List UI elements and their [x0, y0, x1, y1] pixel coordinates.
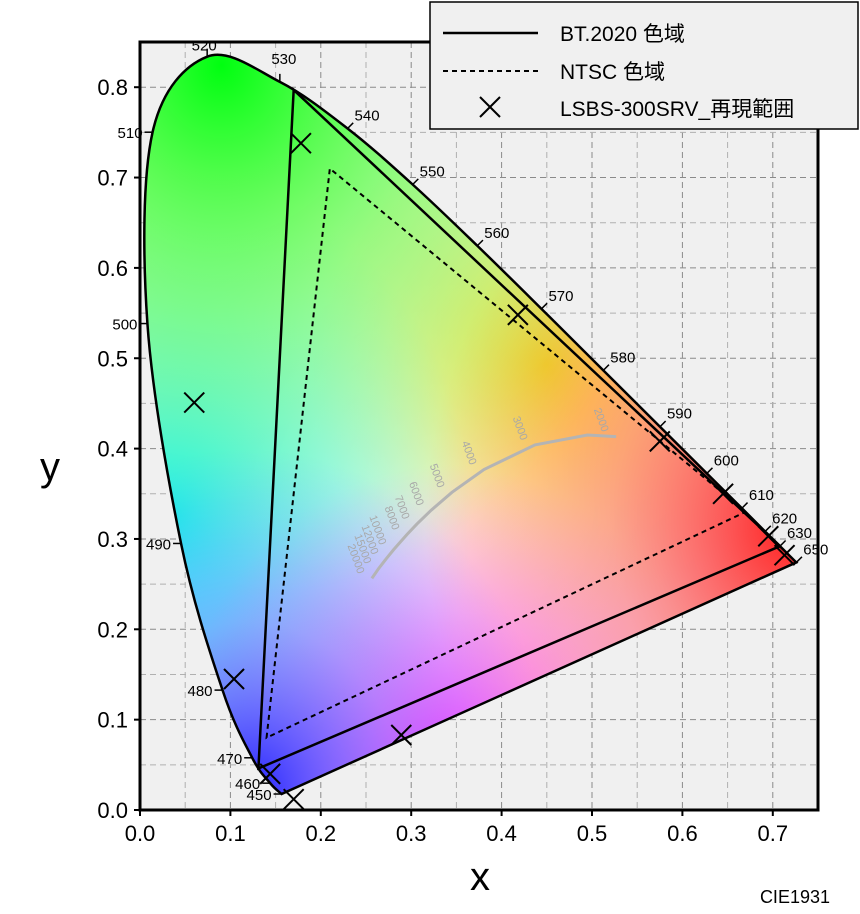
wavelength-label: 620: [772, 510, 797, 527]
wavelength-label: 450: [247, 787, 272, 804]
wavelength-tick: [764, 525, 772, 532]
measurement-point-marker: [773, 544, 796, 566]
y-tick-label: 0.6: [97, 256, 128, 281]
wavelength-label: 630: [787, 525, 812, 542]
wavelength-label: 470: [217, 751, 242, 768]
x-tick-label: 0.2: [306, 821, 337, 846]
legend-swatch-lsbs-marker: [479, 96, 501, 118]
planckian-locus: 2000300040005000600070008000100001200015…: [345, 406, 617, 580]
wavelength-label: 590: [667, 406, 692, 423]
wavelength-label: 540: [355, 107, 380, 124]
x-tick-label: 0.6: [667, 821, 698, 846]
wavelength-label: 490: [146, 536, 171, 553]
y-tick-label: 0.8: [97, 75, 128, 100]
wavelength-tick: [347, 122, 354, 130]
y-tick-label: 0.2: [97, 617, 128, 642]
wavelength-tick: [412, 178, 419, 186]
x-tick-label: 0.4: [486, 821, 517, 846]
wavelength-tick: [706, 467, 713, 474]
legend-label-bt2020: BT.2020 色域: [560, 23, 685, 46]
wavelength-label: 550: [420, 164, 445, 181]
measurement-point-marker: [507, 304, 529, 326]
y-tick-label: 0.0: [97, 798, 128, 823]
y-tick-label: 0.1: [97, 708, 128, 733]
measurement-point-marker: [712, 483, 734, 505]
legend-box: [429, 1, 859, 130]
wavelength-label: 520: [192, 38, 217, 55]
wavelength-label: 610: [749, 487, 774, 504]
wavelength-tick: [779, 539, 787, 547]
wavelength-label: 600: [714, 452, 739, 469]
wavelength-label: 460: [235, 776, 260, 793]
wavelength-label: 500: [112, 317, 137, 334]
axis-ticks: 0.0 0.1 0.2 0.3 0.4 0.5 0.6 0.7 0.0 0.1 0.2 0.3 0.4 0…: [97, 75, 788, 846]
wavelength-tick: [741, 502, 749, 509]
wavelength-tick: [540, 302, 548, 310]
wavelength-label: 510: [118, 125, 143, 142]
spectral-locus-outline: [143, 53, 799, 796]
wavelength-label: 560: [484, 225, 509, 242]
measurement-point-marker: [757, 525, 779, 547]
footer-label: CIE1931: [760, 887, 830, 907]
planckian-curve: [370, 433, 617, 580]
bt2020-gamut-triangle: [257, 87, 781, 771]
measurement-point-marker: [649, 430, 671, 453]
legend-label-lsbs: LSBS-300SRV_再現範囲: [560, 98, 794, 121]
measurement-point-marker: [390, 724, 412, 746]
legend: BT.2020 色域 NTSC 色域 LSBS-300SRV_再現範囲: [429, 1, 859, 130]
measurement-point-marker: [223, 668, 245, 690]
wavelength-label: 530: [271, 51, 296, 68]
y-tick-label: 0.5: [97, 346, 128, 371]
wavelength-label: 480: [188, 683, 213, 700]
wavelength-label: 570: [548, 288, 573, 305]
measurement-point-marker: [259, 763, 281, 785]
x-tick-label: 0.3: [396, 821, 427, 846]
measurement-markers: [183, 132, 796, 810]
measurement-point-marker: [290, 132, 312, 154]
gamut-series: [257, 87, 781, 771]
x-tick-label: 0.1: [215, 821, 246, 846]
wavelength-tick: [602, 364, 610, 371]
y-axis-label: y: [40, 445, 60, 489]
legend-label-ntsc: NTSC 色域: [560, 61, 665, 84]
y-tick-label: 0.7: [97, 166, 128, 191]
x-axis-label: x: [470, 855, 490, 899]
wavelength-tick: [659, 420, 667, 428]
wavelength-label: 580: [610, 349, 635, 366]
measurement-point-marker: [282, 788, 305, 810]
x-tick-label: 0.0: [125, 821, 156, 846]
x-tick-label: 0.5: [577, 821, 608, 846]
wavelength-label: 650: [803, 541, 828, 558]
y-tick-label: 0.4: [97, 437, 128, 462]
wavelength-tick: [476, 239, 484, 247]
wavelength-tick: [795, 556, 803, 563]
x-tick-label: 0.7: [758, 821, 789, 846]
y-tick-label: 0.3: [97, 527, 128, 552]
measurement-point-marker: [183, 391, 205, 414]
